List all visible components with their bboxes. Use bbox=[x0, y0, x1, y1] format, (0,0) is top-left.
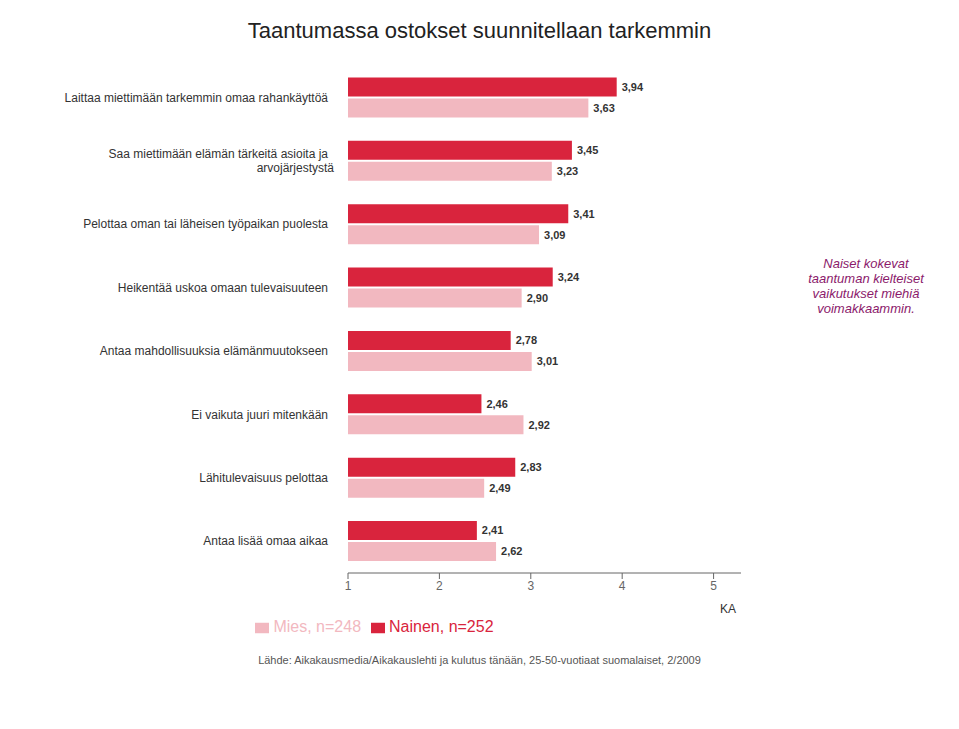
svg-text:5: 5 bbox=[710, 579, 717, 593]
svg-text:KA: KA bbox=[720, 602, 736, 616]
svg-text:4: 4 bbox=[619, 579, 626, 593]
html-text:Mies, n=248: Mies, n=248 bbox=[273, 618, 361, 635]
svg-text:3,09: 3,09 bbox=[544, 229, 565, 241]
svg-text:Antaa lisää omaa aikaa: Antaa lisää omaa aikaa bbox=[203, 534, 328, 548]
html-text:Nainen, n=252: Nainen, n=252 bbox=[389, 618, 494, 635]
svg-text:3,24: 3,24 bbox=[558, 271, 580, 283]
html-text:Lähde: Aikakausmedia/Aikakausl: Lähde: Aikakausmedia/Aikakauslehti ja ku… bbox=[258, 654, 701, 666]
svg-text:3,41: 3,41 bbox=[573, 208, 594, 220]
svg-text:Lähitulevaisuus pelottaa: Lähitulevaisuus pelottaa bbox=[199, 471, 328, 485]
svg-text:3: 3 bbox=[527, 579, 534, 593]
svg-text:2,62: 2,62 bbox=[501, 545, 522, 557]
svg-text:3,01: 3,01 bbox=[537, 355, 558, 367]
svg-text:2,46: 2,46 bbox=[486, 398, 507, 410]
svg-text:Saa miettimään elämän tärkeitä: Saa miettimään elämän tärkeitä asioita j… bbox=[109, 147, 335, 175]
svg-text:2,41: 2,41 bbox=[482, 524, 503, 536]
html-text:Taantumassa ostokset suunnitel: Taantumassa ostokset suunnitellaan tarke… bbox=[247, 18, 712, 43]
svg-text:2,83: 2,83 bbox=[520, 461, 541, 473]
svg-text:2,78: 2,78 bbox=[516, 334, 537, 346]
svg-text:Laittaa miettimään tarkemmin o: Laittaa miettimään tarkemmin omaa rahank… bbox=[65, 91, 329, 105]
svg-text:Heikentää uskoa omaan tulevais: Heikentää uskoa omaan tulevaisuuteen bbox=[118, 281, 328, 295]
svg-text:2,90: 2,90 bbox=[527, 292, 548, 304]
svg-text:3,63: 3,63 bbox=[593, 102, 614, 114]
svg-text:2,92: 2,92 bbox=[528, 419, 549, 431]
svg-text:1: 1 bbox=[345, 579, 352, 593]
svg-text:Antaa mahdollisuuksia elämänmu: Antaa mahdollisuuksia elämänmuutokseen bbox=[100, 344, 328, 358]
svg-text:2: 2 bbox=[436, 579, 443, 593]
svg-text:Ei vaikuta juuri mitenkään: Ei vaikuta juuri mitenkään bbox=[191, 408, 328, 422]
svg-text:Pelottaa oman tai läheisen työ: Pelottaa oman tai läheisen työpaikan puo… bbox=[83, 217, 328, 231]
svg-text:2,49: 2,49 bbox=[489, 482, 510, 494]
svg-text:3,23: 3,23 bbox=[557, 165, 578, 177]
html-text:Naiset kokevat taantuman kielt: Naiset kokevat taantuman kielteiset vaik… bbox=[808, 256, 924, 316]
svg-text:3,45: 3,45 bbox=[577, 144, 598, 156]
svg-text:3,94: 3,94 bbox=[622, 81, 644, 93]
